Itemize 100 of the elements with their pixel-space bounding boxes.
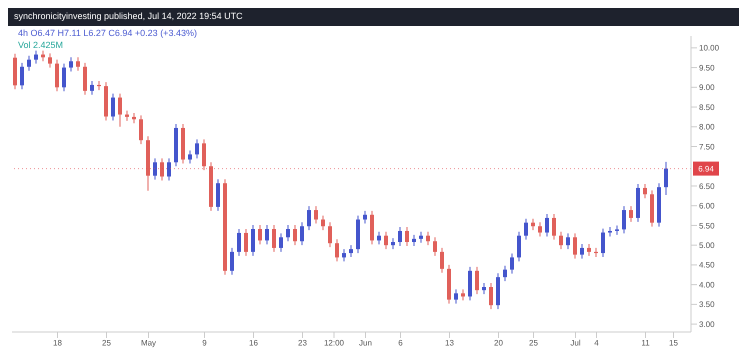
- x-tick-label: 20: [494, 338, 504, 348]
- y-tick-label: 6.50: [699, 182, 716, 191]
- candlestick: [188, 150, 192, 164]
- y-tick-label: 3.50: [699, 300, 716, 310]
- candlestick: [531, 218, 535, 231]
- candlestick: [55, 59, 59, 92]
- candlestick: [111, 93, 115, 121]
- candlestick: [69, 56, 73, 72]
- candlestick: [167, 158, 171, 181]
- candlestick: [580, 243, 584, 260]
- candlestick: [440, 247, 444, 274]
- y-tick-label: 5.50: [699, 221, 716, 230]
- candlestick: [251, 224, 255, 256]
- x-tick-label: 12:00: [324, 338, 345, 348]
- x-tick-label: 23: [298, 338, 308, 348]
- candlestick: [559, 231, 563, 250]
- candlestick: [286, 224, 290, 242]
- candlestick: [125, 110, 129, 122]
- candlestick: [573, 232, 577, 260]
- candlestick: [34, 50, 38, 64]
- x-tick-label: Jun: [359, 338, 372, 348]
- x-tick-label: Jul: [570, 338, 581, 348]
- candlestick: [377, 231, 381, 245]
- candlestick: [608, 226, 612, 237]
- candlestick: [503, 265, 507, 282]
- x-tick-label: 6: [398, 338, 404, 348]
- candlestick: [412, 234, 416, 246]
- candlestick: [510, 252, 514, 274]
- candlestick: [293, 224, 297, 246]
- y-tick-label: 9.00: [699, 83, 716, 92]
- y-tick-label: 4.00: [699, 280, 716, 290]
- candlestick: [426, 231, 430, 246]
- chart-subtitle: synchronicityinvesting published, Jul 14, 2022 19:54 UTC: [8, 8, 739, 26]
- candlestick: [321, 215, 325, 231]
- candlestick: [90, 80, 94, 96]
- candlestick: [363, 210, 367, 224]
- candlestick: [454, 288, 458, 304]
- candlestick: [489, 282, 493, 310]
- candlestick: [279, 232, 283, 252]
- x-tick-label: 13: [445, 338, 454, 348]
- candlestick: [475, 266, 479, 295]
- candlestick: [230, 247, 234, 276]
- candlestick: [139, 114, 143, 145]
- candlestick: [349, 244, 353, 258]
- y-tick-label: 6.00: [699, 202, 716, 211]
- candlestick: [545, 213, 549, 237]
- candlestick: [62, 63, 66, 92]
- candlestick: [20, 62, 24, 90]
- candlestick: [566, 232, 570, 250]
- y-tick-label: 8.00: [699, 122, 716, 132]
- y-tick-label: 3.00: [699, 320, 716, 329]
- candlestick: [258, 224, 262, 245]
- y-tick-label: 10.00: [699, 44, 720, 53]
- candlestick: [517, 231, 521, 262]
- candlestick: [41, 50, 45, 62]
- x-tick-label: 9: [202, 338, 208, 348]
- candlestick: [76, 56, 80, 72]
- candlestick: [195, 138, 199, 159]
- x-tick-label: 11: [641, 338, 650, 348]
- candlestick: [419, 231, 423, 244]
- x-tick-label: 18: [53, 338, 62, 348]
- candlestick: [202, 138, 206, 171]
- candlestick: [384, 231, 388, 250]
- candlestick: [538, 222, 542, 237]
- x-tick-label: 16: [249, 338, 258, 348]
- y-tick-label: 9.50: [699, 63, 716, 72]
- candlestick: [398, 226, 402, 246]
- x-tick-label: 25: [102, 338, 112, 348]
- candlestick: [300, 222, 304, 246]
- candlestick: [272, 224, 276, 252]
- x-tick-label: May: [140, 338, 156, 348]
- y-tick-label: 4.50: [699, 260, 716, 270]
- candlestick: [132, 112, 136, 124]
- ref-line-label: 6.94: [698, 164, 714, 174]
- candlestick: [622, 206, 626, 234]
- y-tick-label: 7.50: [699, 142, 716, 152]
- candlestick: [48, 52, 52, 68]
- candlestick: [552, 213, 556, 240]
- candlestick: [237, 228, 241, 256]
- candlestick: [335, 238, 339, 262]
- candlestick: [524, 218, 528, 240]
- candlestick: [482, 282, 486, 295]
- y-tick-label: 5.00: [699, 241, 716, 250]
- candlestick: [342, 248, 346, 262]
- candlestick: [265, 224, 269, 245]
- candlestick: [461, 288, 465, 301]
- candlestick: [27, 55, 31, 72]
- candlestick: [405, 226, 409, 246]
- candlestick: [153, 158, 157, 180]
- candlestick: [433, 236, 437, 256]
- candlestick: [307, 206, 311, 231]
- candlestick: [587, 243, 591, 256]
- candlestick: [118, 93, 122, 128]
- x-tick-label: 15: [669, 338, 678, 348]
- candlestick: [328, 222, 332, 248]
- candlestick: [160, 158, 164, 181]
- candlestick: [244, 228, 248, 256]
- annotation: Vol 2.425M: [18, 40, 64, 50]
- candlestick: [391, 238, 395, 250]
- candlestick: [664, 161, 668, 196]
